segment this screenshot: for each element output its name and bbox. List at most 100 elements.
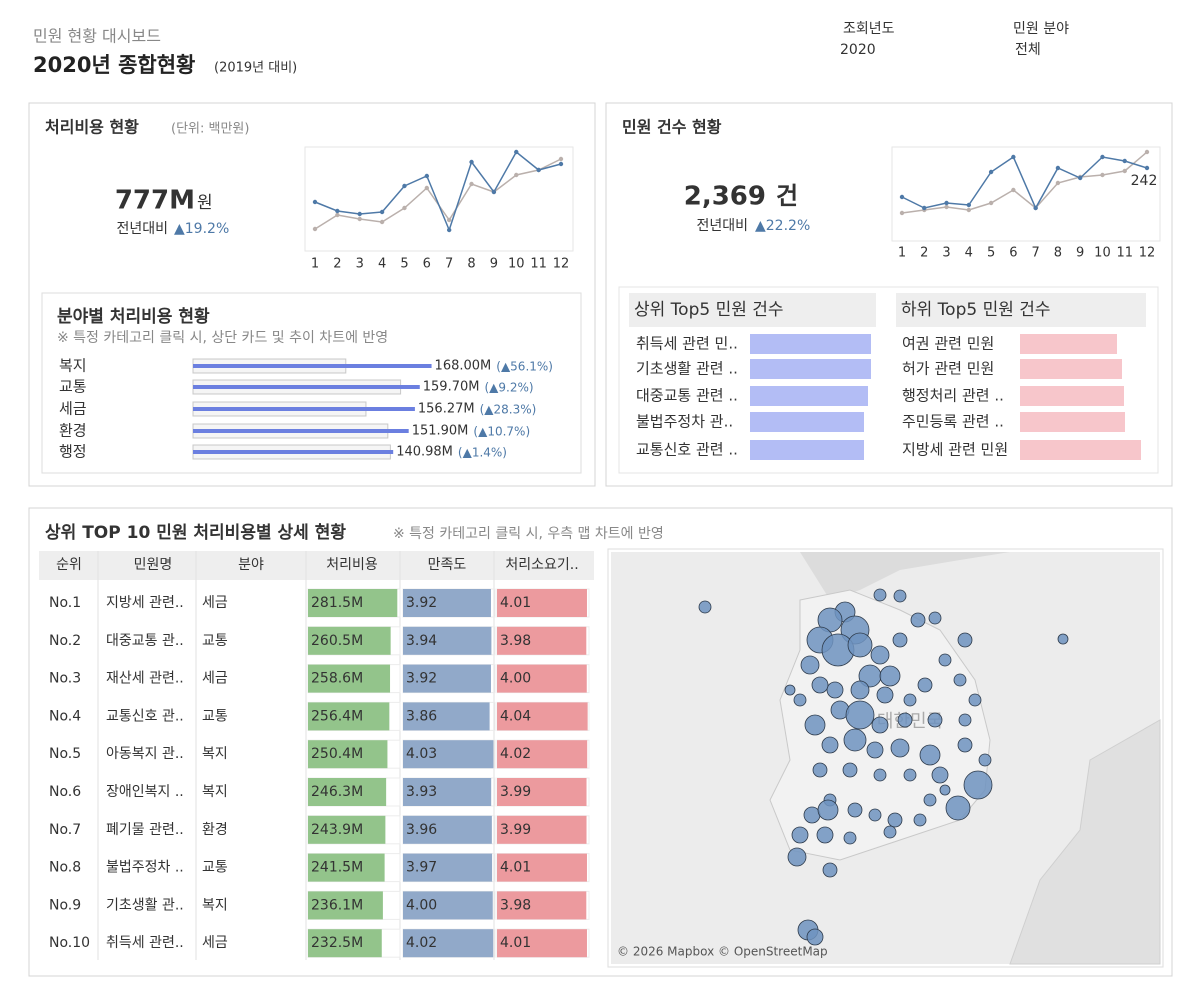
- map-bubble[interactable]: [1057, 633, 1069, 645]
- bar[interactable]: [1020, 440, 1141, 460]
- map-bubble[interactable]: [945, 795, 971, 821]
- filter-value[interactable]: 전체: [1015, 42, 1041, 58]
- category-label[interactable]: 교통신호 관련 ..: [636, 441, 738, 459]
- category-label[interactable]: 지방세 관련 민원: [902, 441, 1008, 459]
- map-bubble[interactable]: [887, 812, 903, 828]
- map-bubble[interactable]: [873, 768, 887, 782]
- bar[interactable]: [1020, 412, 1125, 432]
- map-bubble[interactable]: [800, 655, 820, 675]
- map-bubble[interactable]: [923, 793, 937, 807]
- map-bubble[interactable]: [978, 753, 992, 767]
- map-bubble[interactable]: [804, 714, 826, 736]
- map-bubble[interactable]: [957, 737, 973, 753]
- filter-label[interactable]: 조회년도: [843, 21, 895, 37]
- bar[interactable]: [750, 412, 864, 432]
- map-bubble[interactable]: [845, 700, 875, 730]
- bar[interactable]: [1020, 386, 1124, 406]
- category-label[interactable]: 취득세 관련 민..: [636, 335, 738, 353]
- table-cell[interactable]: 아동복지 관..: [106, 746, 184, 762]
- map-bubble[interactable]: [968, 693, 982, 707]
- map-bubble[interactable]: [816, 826, 834, 844]
- category-label[interactable]: 주민등록 관련 ..: [902, 413, 1004, 431]
- map-bubble[interactable]: [953, 673, 967, 687]
- bar[interactable]: [1020, 334, 1117, 354]
- filter-value[interactable]: 2020: [840, 42, 876, 58]
- map-bubble[interactable]: [870, 645, 890, 665]
- table-cell[interactable]: 기초생활 관..: [106, 897, 184, 913]
- map-bubble[interactable]: [793, 693, 807, 707]
- map-bubble[interactable]: [903, 768, 917, 782]
- category-label[interactable]: 복지: [59, 357, 87, 375]
- map-bubble[interactable]: [866, 741, 884, 759]
- map-bubble[interactable]: [822, 862, 838, 878]
- map-bubble[interactable]: [903, 693, 917, 707]
- map-bubble[interactable]: [939, 784, 951, 796]
- map-bubble[interactable]: [917, 677, 933, 693]
- map-bubble[interactable]: [957, 632, 973, 648]
- map-bubble[interactable]: [919, 744, 941, 766]
- map-bubble[interactable]: [928, 611, 942, 625]
- point: [424, 173, 430, 179]
- table-cell[interactable]: 재산세 관련..: [106, 671, 184, 687]
- category-label[interactable]: 교통: [59, 378, 87, 396]
- map-bubble[interactable]: [897, 712, 913, 728]
- map-bubble[interactable]: [931, 766, 949, 784]
- map-bubble[interactable]: [958, 713, 972, 727]
- category-label[interactable]: 행정처리 관련 ..: [902, 387, 1004, 405]
- map-bubble[interactable]: [927, 712, 943, 728]
- map-bubble[interactable]: [873, 588, 887, 602]
- map-bubble[interactable]: [821, 736, 839, 754]
- category-label[interactable]: 대중교통 관련 ..: [636, 387, 738, 405]
- map-bubble[interactable]: [784, 684, 796, 696]
- category-label[interactable]: 여권 관련 민원: [902, 335, 994, 353]
- category-label[interactable]: 불법주정차 관..: [636, 413, 733, 431]
- map-bubble[interactable]: [913, 813, 927, 827]
- map-bubble[interactable]: [698, 600, 712, 614]
- map-bubble[interactable]: [842, 762, 858, 778]
- bar[interactable]: [750, 440, 864, 460]
- x-tick-label: 2: [920, 246, 928, 261]
- bar[interactable]: [750, 334, 871, 354]
- map-bubble[interactable]: [787, 847, 807, 867]
- map-bubble[interactable]: [938, 653, 952, 667]
- bar[interactable]: [750, 386, 868, 406]
- map-bubble[interactable]: [817, 799, 839, 821]
- table-cell[interactable]: 교통신호 관..: [106, 708, 184, 724]
- bar[interactable]: [750, 359, 871, 379]
- map-bubble[interactable]: [803, 806, 821, 824]
- map-bubble[interactable]: [847, 802, 863, 818]
- map-bubble[interactable]: [826, 681, 844, 699]
- table-cell[interactable]: 지방세 관련..: [106, 595, 184, 611]
- map-bubble[interactable]: [890, 738, 910, 758]
- category-label[interactable]: 허가 관련 민원: [902, 360, 994, 378]
- bar[interactable]: [1020, 359, 1122, 379]
- map-bubble[interactable]: [883, 825, 897, 839]
- table-cell[interactable]: 취득세 관련..: [106, 935, 184, 951]
- filter-label[interactable]: 민원 분야: [1013, 21, 1069, 37]
- table-cell[interactable]: 폐기물 관련..: [106, 822, 184, 838]
- map-bubble[interactable]: [806, 928, 824, 946]
- chart-title: 상위 Top5 민원 건수: [634, 300, 784, 320]
- table-cell[interactable]: 장애인복지 ..: [106, 784, 184, 800]
- map-bubble[interactable]: [871, 716, 889, 734]
- category-label[interactable]: 기초생활 관련 ..: [636, 360, 738, 378]
- map-bubble[interactable]: [791, 826, 809, 844]
- map-bubble[interactable]: [847, 632, 873, 658]
- table-cell[interactable]: 대중교통 관..: [106, 633, 184, 649]
- map-bubble[interactable]: [843, 728, 867, 752]
- category-label[interactable]: 환경: [59, 422, 87, 440]
- category-label[interactable]: 세금: [59, 400, 87, 418]
- map-bubble[interactable]: [812, 762, 828, 778]
- table-cell[interactable]: 불법주정차 ..: [106, 860, 184, 876]
- map-bubble[interactable]: [868, 808, 882, 822]
- map-bubble[interactable]: [963, 770, 993, 800]
- map-bubble[interactable]: [876, 686, 894, 704]
- map-bubble[interactable]: [879, 665, 901, 687]
- map-bubble[interactable]: [893, 589, 907, 603]
- map-bubble[interactable]: [892, 632, 908, 648]
- map-bubble[interactable]: [910, 612, 926, 628]
- map-bubble[interactable]: [843, 831, 857, 845]
- map-bubble[interactable]: [850, 680, 870, 700]
- category-label[interactable]: 행정: [59, 443, 87, 461]
- map-bubble[interactable]: [811, 676, 829, 694]
